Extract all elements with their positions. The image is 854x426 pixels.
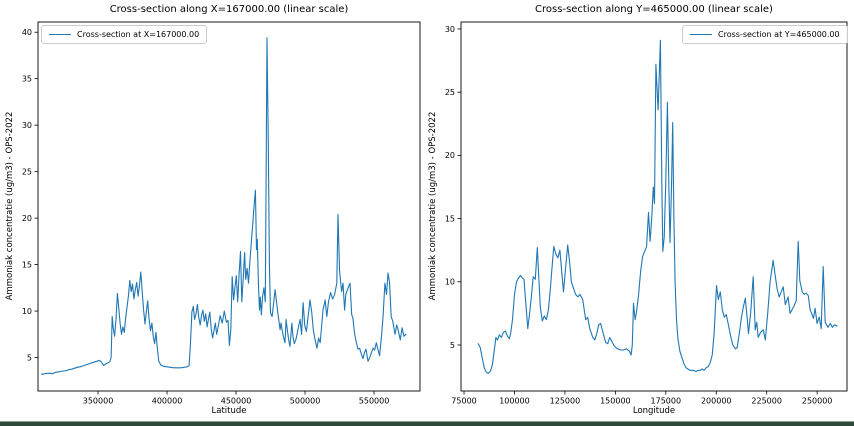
svg-text:25: 25 xyxy=(445,88,455,97)
svg-text:20: 20 xyxy=(22,214,32,223)
svg-text:15: 15 xyxy=(22,260,32,269)
right-chart-legend: Cross-section at Y=465000.00 xyxy=(682,25,848,44)
svg-text:150000: 150000 xyxy=(600,397,631,406)
svg-text:25: 25 xyxy=(22,167,32,176)
svg-text:35: 35 xyxy=(22,74,32,83)
left-chart-legend: Cross-section at X=167000.00 xyxy=(41,25,208,44)
svg-text:550000: 550000 xyxy=(359,397,390,406)
svg-text:250000: 250000 xyxy=(802,397,833,406)
window-edge-bar xyxy=(0,421,854,426)
legend-line-icon xyxy=(49,34,71,35)
left-chart-title: Cross-section along X=167000.00 (linear … xyxy=(109,4,349,15)
svg-text:500000: 500000 xyxy=(290,397,321,406)
svg-text:400000: 400000 xyxy=(152,397,183,406)
svg-text:40: 40 xyxy=(22,28,32,37)
svg-text:75000: 75000 xyxy=(451,397,476,406)
svg-text:30: 30 xyxy=(445,25,455,34)
svg-text:200000: 200000 xyxy=(701,397,732,406)
svg-text:10: 10 xyxy=(445,278,455,287)
right-chart-ylabel: Ammoniak concentratie (ug/m3) - OPS-2022 xyxy=(428,111,438,301)
svg-text:350000: 350000 xyxy=(83,397,114,406)
left-chart-ylabel: Ammoniak concentratie (ug/m3) - OPS-2022 xyxy=(5,111,15,301)
svg-text:20: 20 xyxy=(445,151,455,160)
svg-text:5: 5 xyxy=(450,341,455,350)
svg-text:30: 30 xyxy=(22,121,32,130)
svg-text:10: 10 xyxy=(22,307,32,316)
right-legend-label: Cross-section at Y=465000.00 xyxy=(718,30,840,39)
svg-text:125000: 125000 xyxy=(550,397,581,406)
left-legend-label: Cross-section at X=167000.00 xyxy=(77,30,200,39)
legend-line-icon xyxy=(690,34,712,35)
right-chart-xlabel: Longitude xyxy=(632,406,676,416)
svg-text:225000: 225000 xyxy=(751,397,782,406)
svg-text:100000: 100000 xyxy=(499,397,530,406)
right-chart-title: Cross-section along Y=465000.00 (linear … xyxy=(535,4,773,15)
svg-text:5: 5 xyxy=(27,353,32,362)
svg-text:175000: 175000 xyxy=(651,397,682,406)
svg-text:450000: 450000 xyxy=(221,397,252,406)
left-chart-xlabel: Latitude xyxy=(211,406,247,416)
svg-text:15: 15 xyxy=(445,214,455,223)
